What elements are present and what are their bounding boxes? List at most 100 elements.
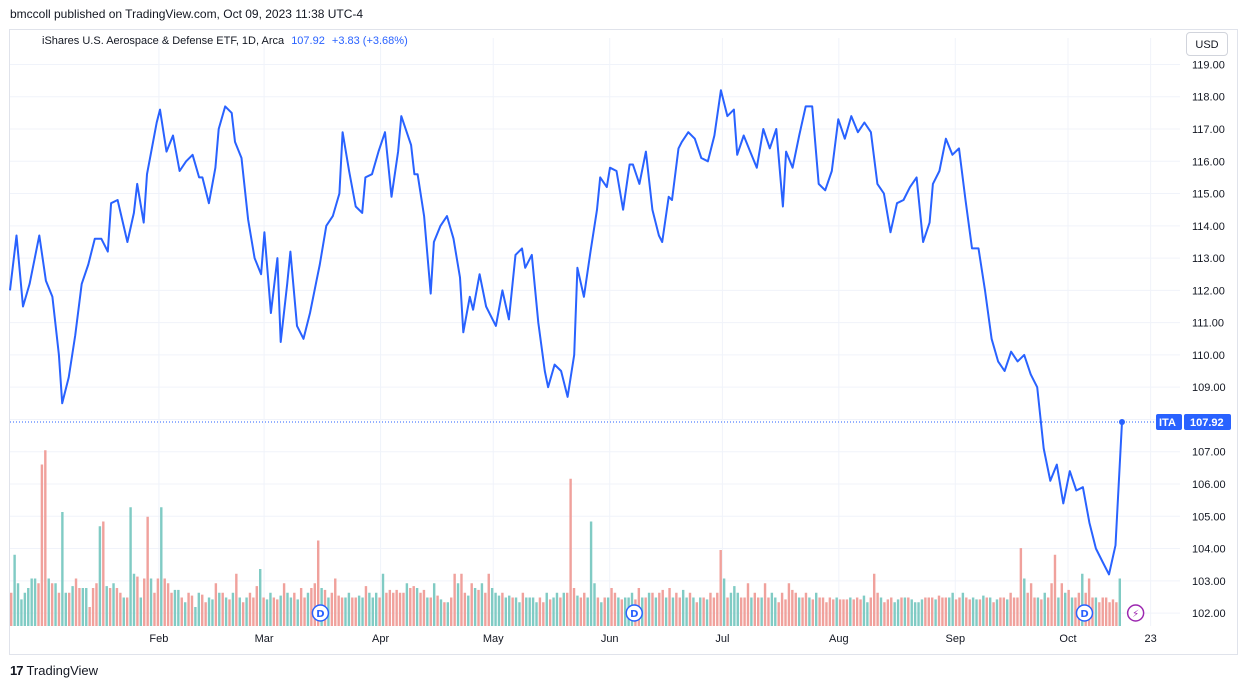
volume-bar <box>849 597 852 626</box>
volume-bar <box>719 550 722 626</box>
volume-bar <box>569 478 572 626</box>
volume-bar <box>893 602 896 626</box>
volume-bar <box>64 592 67 626</box>
volume-bar <box>245 597 248 626</box>
volume-bar <box>644 597 647 626</box>
volume-bar <box>958 597 961 626</box>
volume-bar <box>282 583 286 626</box>
y-tick-label: 116.00 <box>1192 156 1225 168</box>
volume-bar <box>255 586 259 626</box>
dividend-marker <box>625 604 643 622</box>
volume-bar <box>432 583 436 626</box>
volume-bar <box>579 597 583 626</box>
volume-bar <box>306 592 310 626</box>
y-tick-label: 113.00 <box>1192 253 1225 265</box>
volume-bar <box>678 597 681 626</box>
volume-bar <box>1057 597 1060 626</box>
volume-bar <box>999 597 1002 626</box>
volume-bar <box>163 578 166 626</box>
volume-bar <box>187 592 190 626</box>
volume-bar <box>681 589 685 626</box>
volume-bar <box>985 597 988 626</box>
volume-bar <box>739 597 743 626</box>
volume-bar <box>149 578 153 626</box>
volume-bar <box>115 588 119 626</box>
volume-bar <box>252 597 255 626</box>
marker-label: ⚡ <box>1132 609 1139 620</box>
y-tick-label: 111.00 <box>1192 318 1224 330</box>
volume-bar <box>1064 592 1067 626</box>
volume-bar <box>671 597 675 626</box>
volume-bar <box>74 578 78 626</box>
volume-bar <box>927 597 930 626</box>
volume-bar <box>722 578 726 626</box>
volume-bar <box>576 595 579 626</box>
volume-bar <box>1070 597 1074 626</box>
volume-bar <box>85 588 88 626</box>
volume-bar <box>1036 597 1040 626</box>
price-tag-value-bg <box>1184 414 1231 431</box>
volume-bar <box>777 602 780 626</box>
volume-bar <box>1053 554 1057 626</box>
volume-bar <box>221 592 224 626</box>
volume-bar <box>821 597 825 626</box>
volume-bar <box>559 597 562 626</box>
x-tick-label: Sep <box>946 633 966 645</box>
volume-bar <box>204 602 207 626</box>
event-marker-icon <box>1126 604 1145 622</box>
volume-bar <box>1098 602 1101 626</box>
volume-bar <box>463 592 467 626</box>
volume-bar <box>357 595 361 626</box>
y-tick-label: 112.00 <box>1192 285 1225 297</box>
volume-bar <box>412 586 415 626</box>
volume-bar <box>286 592 289 626</box>
x-tick-label: Oct <box>1059 633 1076 645</box>
volume-bar <box>924 597 927 626</box>
volume-bar <box>702 597 705 626</box>
volume-bar <box>224 597 228 626</box>
volume-bar <box>872 573 876 626</box>
volume-bar <box>1118 578 1121 626</box>
volume-bar <box>859 599 862 626</box>
y-tick-label: 114.00 <box>1192 221 1225 233</box>
volume-bar <box>913 602 917 626</box>
volume-bar <box>1033 597 1036 626</box>
volume-bar <box>661 589 664 626</box>
volume-bar <box>354 597 357 626</box>
legend-change: +3.83 (+3.68%) <box>331 35 408 47</box>
volume-bar <box>804 592 808 626</box>
y-tick-label: 103.00 <box>1192 576 1226 588</box>
volume-bar <box>903 597 907 626</box>
volume-bar <box>293 592 296 626</box>
volume-bar <box>907 597 910 626</box>
volume-bars <box>10 450 1121 626</box>
volume-bar <box>934 599 937 626</box>
volume-bar <box>453 573 456 626</box>
volume-bar <box>760 597 763 626</box>
volume-bar <box>941 597 944 626</box>
volume-bar <box>443 602 446 626</box>
volume-bar <box>1108 602 1111 626</box>
volume-bar <box>917 602 920 626</box>
currency-button[interactable]: USD <box>1186 32 1228 56</box>
volume-bar <box>1019 548 1023 626</box>
volume-bar <box>450 597 453 626</box>
volume-bar <box>552 597 555 626</box>
volume-bar <box>361 597 364 626</box>
volume-bar <box>603 597 606 626</box>
volume-bar <box>241 602 245 626</box>
publisher-line: bmccoll published on TradingView.com, Oc… <box>10 7 364 21</box>
volume-bar <box>269 592 272 626</box>
volume-bar <box>658 592 661 626</box>
x-tick-label: Aug <box>829 633 849 645</box>
volume-bar <box>71 586 74 626</box>
volume-bar <box>797 597 801 626</box>
volume-bar <box>470 583 473 626</box>
volume-bar <box>613 592 617 626</box>
volume-bar <box>808 597 811 626</box>
volume-bar <box>538 597 542 626</box>
volume-bar <box>136 576 139 626</box>
volume-bar <box>832 599 835 626</box>
volume-bar <box>521 592 525 626</box>
